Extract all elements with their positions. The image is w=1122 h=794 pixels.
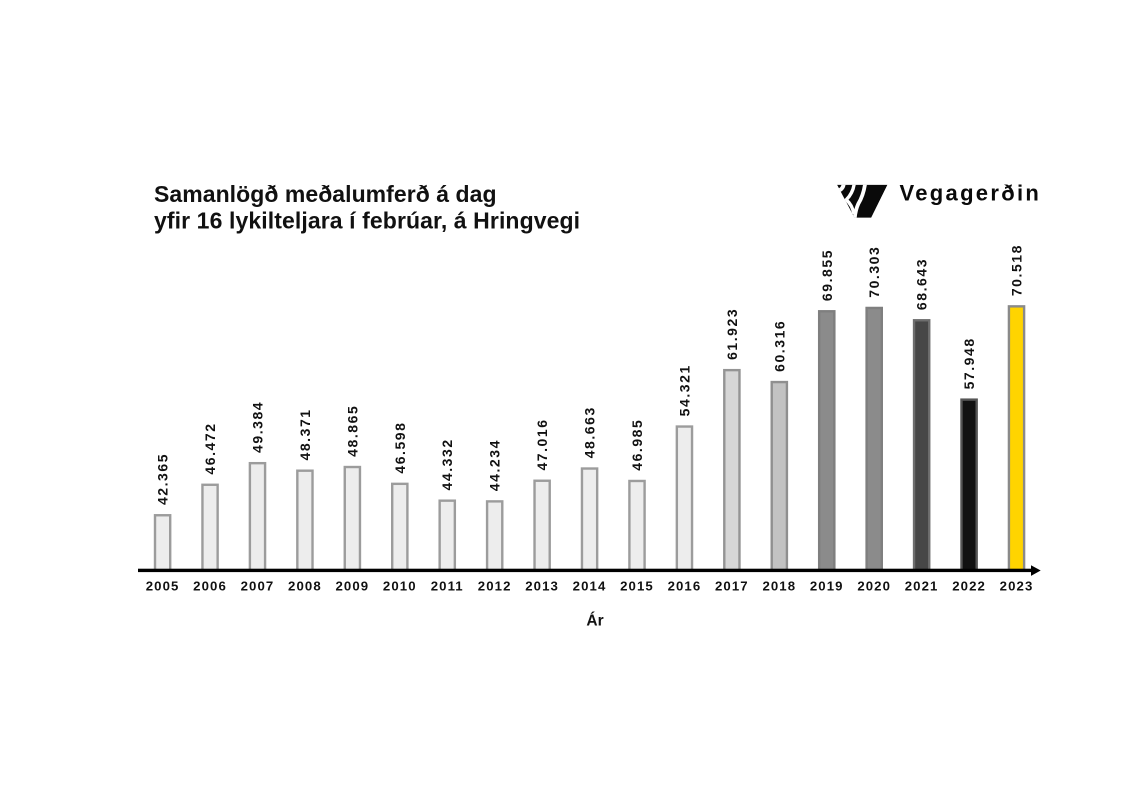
svg-text:2012: 2012: [478, 578, 512, 593]
svg-text:70.518: 70.518: [1009, 244, 1025, 296]
svg-text:2017: 2017: [715, 578, 749, 593]
svg-text:Ár: Ár: [586, 613, 603, 630]
svg-text:2023: 2023: [1000, 578, 1034, 593]
svg-text:2011: 2011: [431, 578, 464, 593]
svg-text:2015: 2015: [620, 578, 654, 593]
svg-text:46.598: 46.598: [392, 422, 408, 474]
svg-text:Vegagerðin: Vegagerðin: [900, 181, 1042, 206]
svg-text:70.303: 70.303: [866, 246, 882, 298]
svg-text:49.384: 49.384: [249, 401, 265, 453]
svg-text:48.663: 48.663: [582, 406, 598, 458]
svg-text:2007: 2007: [241, 578, 275, 593]
svg-text:2006: 2006: [193, 578, 227, 593]
svg-text:61.923: 61.923: [724, 308, 740, 360]
svg-text:2020: 2020: [857, 578, 891, 593]
svg-text:2016: 2016: [668, 578, 702, 593]
svg-text:Samanlögð meðalumferð á dag: Samanlögð meðalumferð á dag: [154, 181, 497, 207]
svg-text:48.865: 48.865: [344, 405, 360, 457]
svg-text:2009: 2009: [335, 578, 369, 593]
svg-text:yfir 16 lykilteljara í febrúar: yfir 16 lykilteljara í febrúar, á Hringv…: [154, 207, 580, 233]
svg-text:68.643: 68.643: [914, 258, 930, 310]
svg-text:44.332: 44.332: [439, 438, 455, 490]
svg-text:2018: 2018: [762, 578, 796, 593]
svg-text:54.321: 54.321: [676, 364, 692, 416]
svg-text:46.472: 46.472: [202, 422, 218, 474]
svg-text:2008: 2008: [288, 578, 322, 593]
svg-text:44.234: 44.234: [487, 439, 503, 491]
svg-text:2010: 2010: [383, 578, 417, 593]
svg-text:69.855: 69.855: [819, 249, 835, 301]
svg-text:48.371: 48.371: [297, 408, 313, 460]
svg-text:2022: 2022: [952, 578, 986, 593]
svg-text:2014: 2014: [573, 578, 607, 593]
svg-text:57.948: 57.948: [961, 337, 977, 389]
svg-text:46.985: 46.985: [629, 419, 645, 471]
svg-text:2005: 2005: [146, 578, 180, 593]
svg-text:47.016: 47.016: [534, 418, 550, 470]
svg-text:60.316: 60.316: [771, 320, 787, 372]
svg-text:2013: 2013: [525, 578, 559, 593]
svg-text:2019: 2019: [810, 578, 844, 593]
svg-text:42.365: 42.365: [155, 453, 171, 505]
svg-text:2021: 2021: [905, 578, 939, 593]
